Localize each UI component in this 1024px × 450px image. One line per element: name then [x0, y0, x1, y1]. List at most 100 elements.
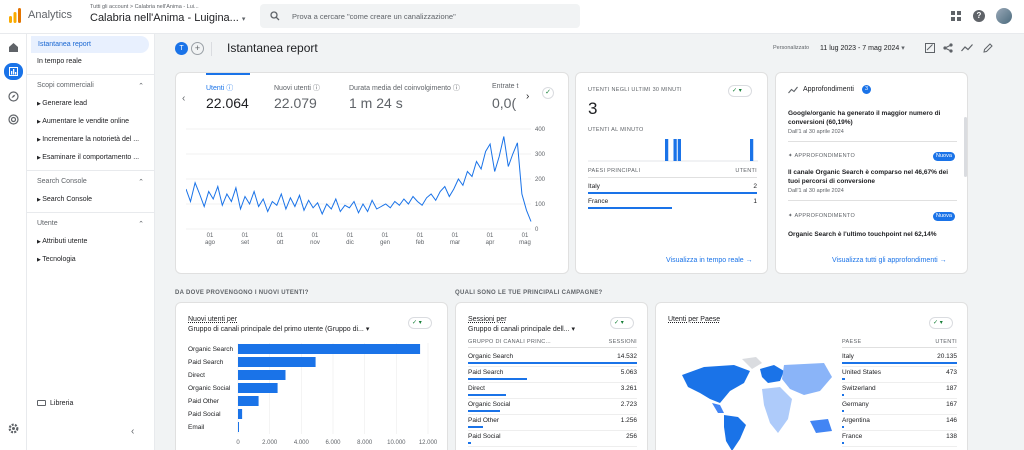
chevron-up-icon[interactable]: ⌃	[138, 179, 144, 186]
divider	[468, 398, 637, 399]
y-tick-label: 0	[535, 227, 539, 233]
insights-sparkline-icon[interactable]	[961, 43, 973, 53]
insight-text[interactable]: Organic Search è l'ultimo touchpoint nel…	[788, 231, 937, 238]
chevron-up-icon[interactable]: ⌃	[138, 221, 144, 228]
y-tick-label: 100	[535, 202, 546, 208]
sidebar-item-technology[interactable]: ▶ Tecnologia	[37, 256, 76, 263]
chevron-left-icon[interactable]: ‹	[182, 93, 186, 104]
table-row[interactable]: Germany 167	[842, 399, 957, 415]
table-row[interactable]: Paid Other 1.256	[468, 415, 637, 431]
metric-label: Durata media del coinvolgimento ⓘ	[349, 85, 460, 92]
divider	[842, 398, 957, 399]
apps-grid-icon[interactable]	[951, 11, 961, 21]
reports-nav-button[interactable]	[4, 63, 23, 80]
check-circle-icon[interactable]: ✓ ▾	[610, 317, 634, 329]
row-value: 14.532	[617, 353, 637, 360]
table-row[interactable]: Italy 20.135	[842, 351, 957, 367]
sidebar-item-snapshot[interactable]: Istantanea report	[31, 36, 149, 53]
breadcrumb[interactable]: Tutti gli account > Calabria nell'Anima …	[90, 4, 199, 10]
check-circle-icon[interactable]: ✓ ▾	[929, 317, 953, 329]
chevron-up-icon[interactable]: ⌃	[138, 83, 144, 90]
search-icon	[270, 11, 280, 21]
x-tick-label: 12.000	[419, 440, 438, 446]
info-icon: ⓘ	[452, 85, 460, 92]
sidebar-item-label: Tecnologia	[42, 256, 76, 263]
table-row[interactable]: Direct 3.261	[468, 383, 637, 399]
country-card: Utenti per Paese ✓ ▾ PAESE UTENTI Italy 2…	[655, 302, 968, 450]
view-realtime-link[interactable]: Visualizza in tempo reale →	[666, 257, 753, 264]
section-business-objectives[interactable]: Scopi commerciali	[37, 82, 94, 89]
x-tick-label: 01	[207, 233, 214, 239]
metric-value: 22.064	[206, 95, 249, 111]
settings-gear-icon[interactable]	[8, 423, 19, 434]
customize-report-icon[interactable]	[925, 43, 935, 53]
x-tick-label: 2.000	[262, 440, 278, 446]
explore-icon[interactable]	[8, 91, 19, 102]
x-tick-label: 01	[242, 233, 249, 239]
category-label: Organic Search	[188, 346, 234, 353]
divider	[468, 430, 637, 431]
metric-tab-revenue[interactable]: Entrate t 0,0(	[492, 83, 526, 113]
advertising-icon[interactable]	[8, 114, 19, 125]
collapse-sidebar-icon[interactable]: ‹	[131, 426, 135, 437]
sidebar-item-realtime[interactable]: In tempo reale	[37, 58, 82, 65]
section-title-campaigns: QUALI SONO LE TUE PRINCIPALI CAMPAGNE?	[455, 290, 603, 296]
share-icon[interactable]	[943, 43, 953, 53]
sidebar-item-user-attributes[interactable]: ▶ Attributi utente	[37, 238, 87, 245]
section-search-console[interactable]: Search Console	[37, 178, 87, 185]
view-all-insights-link[interactable]: Visualizza tutti gli approfondimenti →	[832, 257, 947, 264]
check-circle-icon[interactable]: ✓ ▾	[408, 317, 432, 329]
table-row[interactable]: Switzerland 187	[842, 383, 957, 399]
divider	[27, 74, 155, 75]
date-range-picker[interactable]: 11 lug 2023 - 7 mag 2024 ▾	[820, 44, 905, 52]
insight-text[interactable]: Il canale Organic Search è comparso nel …	[788, 169, 949, 185]
add-comparison-icon[interactable]: +	[191, 42, 204, 55]
help-icon[interactable]: ?	[973, 10, 985, 22]
chevron-right-icon[interactable]: ›	[526, 91, 530, 102]
check-circle-icon[interactable]: ✓ ▾	[728, 85, 752, 97]
category-label: Paid Search	[188, 359, 224, 366]
sidebar-item-search-console[interactable]: ▶ Search Console	[37, 196, 92, 203]
metric-tab-engagement[interactable]: Durata media del coinvolgimento ⓘ 1 m 24…	[349, 83, 489, 113]
table-row[interactable]: Organic Social 2.723	[468, 399, 637, 415]
home-icon[interactable]	[8, 42, 19, 53]
check-circle-icon[interactable]: ✓	[542, 87, 554, 99]
bar	[238, 383, 278, 393]
expand-arrow-icon: ▶	[37, 155, 43, 161]
search-bar[interactable]: Prova a cercare "come creare un canalizz…	[260, 4, 580, 28]
account-avatar[interactable]	[996, 8, 1012, 24]
x-tick-label: mar	[450, 240, 460, 246]
insight-text[interactable]: Google/organic ha generato il maggior nu…	[788, 110, 941, 126]
divider	[842, 414, 957, 415]
table-row[interactable]: Argentina 146	[842, 415, 957, 431]
country-bar	[588, 192, 757, 194]
table-row[interactable]: Organic Search 14.532	[468, 351, 637, 367]
divider	[468, 347, 637, 348]
sidebar-item-lead[interactable]: ▶ Generare lead	[37, 100, 87, 107]
dimension-selector[interactable]: Gruppo di canali principale dell... ▾	[468, 326, 576, 333]
table-row[interactable]: France 138	[842, 431, 957, 447]
sidebar-item-user-behavior[interactable]: ▶ Esaminare il comportamento ...	[37, 154, 139, 161]
dimension-selector[interactable]: Gruppo di canali principale del primo ut…	[188, 326, 370, 333]
row-value: 473	[946, 369, 957, 376]
edit-pencil-icon[interactable]	[983, 43, 993, 53]
scrollbar[interactable]	[964, 117, 967, 177]
property-selector[interactable]: Calabria nell'Anima - Luigina... ▾	[90, 12, 245, 24]
sidebar-item-online-sales[interactable]: ▶ Aumentare le vendite online	[37, 118, 129, 125]
country-name: France	[588, 198, 609, 205]
metric-tab-users[interactable]: Utenti ⓘ 22.064	[206, 83, 276, 113]
metric-label: Entrate t	[492, 83, 519, 90]
table-row[interactable]: Paid Social 256	[468, 431, 637, 447]
expand-arrow-icon: ▶	[37, 119, 43, 125]
table-row[interactable]: Paid Search 5.063	[468, 367, 637, 383]
dropdown-icon: ▾	[571, 326, 576, 333]
x-tick-label: apr	[486, 240, 495, 246]
x-tick-label: 01	[487, 233, 494, 239]
section-user[interactable]: Utente	[37, 220, 58, 227]
comparison-avatar[interactable]: T	[175, 42, 188, 55]
sidebar-item-brand-awareness[interactable]: ▶ Incrementare la notorietà del ...	[37, 136, 139, 143]
x-tick-label: gen	[380, 240, 390, 246]
library-link[interactable]: Libreria	[37, 400, 73, 407]
table-row[interactable]: United States 473	[842, 367, 957, 383]
metric-tab-new-users[interactable]: Nuovi utenti ⓘ 22.079	[274, 83, 346, 113]
